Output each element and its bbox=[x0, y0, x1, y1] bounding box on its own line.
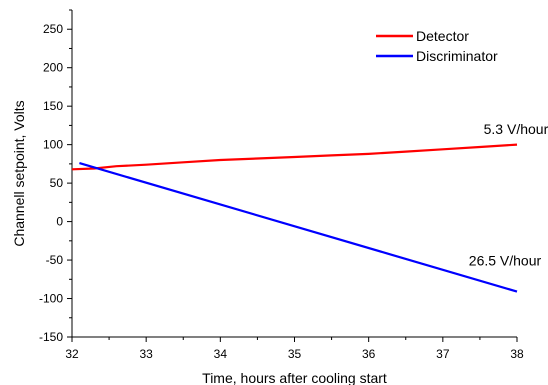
x-tick-label: 36 bbox=[362, 347, 376, 361]
legend-label: Discriminator bbox=[416, 48, 498, 64]
annotations: 5.3 V/hour 26.5 V/hour bbox=[469, 121, 548, 269]
x-tick-label: 35 bbox=[288, 347, 302, 361]
y-axis-label: Channell setpoint, Volts bbox=[11, 100, 27, 246]
x-tick-label: 32 bbox=[65, 347, 79, 361]
y-tick-label: -50 bbox=[46, 253, 64, 267]
legend: Detector Discriminator bbox=[376, 28, 498, 64]
y-tick-label: -150 bbox=[39, 330, 63, 344]
y-tick-label: -100 bbox=[39, 292, 63, 306]
x-axis: 32 33 34 35 36 37 38 bbox=[65, 337, 524, 361]
y-axis: -150 -100 -50 0 50 100 150 200 250 bbox=[39, 9, 72, 344]
y-tick-label: 250 bbox=[43, 22, 63, 36]
series-line-discriminator bbox=[79, 162, 518, 293]
series-line-detector bbox=[71, 143, 518, 171]
annotation-label: 26.5 V/hour bbox=[469, 252, 542, 268]
x-tick-label: 37 bbox=[436, 347, 450, 361]
x-tick-label: 38 bbox=[510, 347, 524, 361]
y-tick-label: 0 bbox=[56, 215, 63, 229]
x-tick-label: 33 bbox=[139, 347, 153, 361]
legend-label: Detector bbox=[416, 28, 469, 44]
series-group bbox=[71, 143, 518, 293]
x-tick-label: 34 bbox=[214, 347, 228, 361]
y-tick-label: 150 bbox=[43, 99, 63, 113]
x-axis-label: Time, hours after cooling start bbox=[202, 370, 387, 385]
annotation-label: 5.3 V/hour bbox=[484, 121, 548, 137]
y-tick-label: 200 bbox=[43, 61, 63, 75]
y-tick-label: 100 bbox=[43, 138, 63, 152]
y-tick-label: 50 bbox=[50, 176, 64, 190]
